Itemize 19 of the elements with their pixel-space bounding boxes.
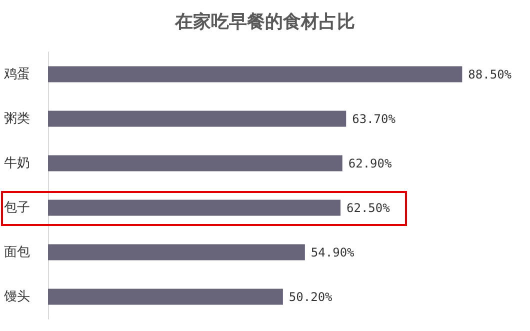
y-tick-label: 鸡蛋 <box>3 66 30 82</box>
chart-title: 在家吃早餐的食材占比 <box>174 12 355 32</box>
y-tick-label: 馒头 <box>3 289 30 304</box>
data-label: 63.70% <box>352 112 396 126</box>
bar <box>48 110 346 127</box>
bar <box>48 155 342 172</box>
y-tick-label: 粥类 <box>4 111 30 126</box>
data-label: 50.20% <box>288 290 334 304</box>
y-tick-label: 包子 <box>4 200 30 216</box>
y-tick-label: 牛奶 <box>4 156 30 171</box>
data-label: 88.50% <box>468 67 512 82</box>
data-label: 62.90% <box>348 156 392 170</box>
bar <box>48 244 305 260</box>
y-tick-label: 面包 <box>4 244 30 260</box>
data-label: 62.50% <box>346 200 391 215</box>
bar <box>48 200 340 216</box>
bar <box>48 66 462 82</box>
data-label: 54.90% <box>310 245 356 260</box>
bar <box>48 288 283 305</box>
